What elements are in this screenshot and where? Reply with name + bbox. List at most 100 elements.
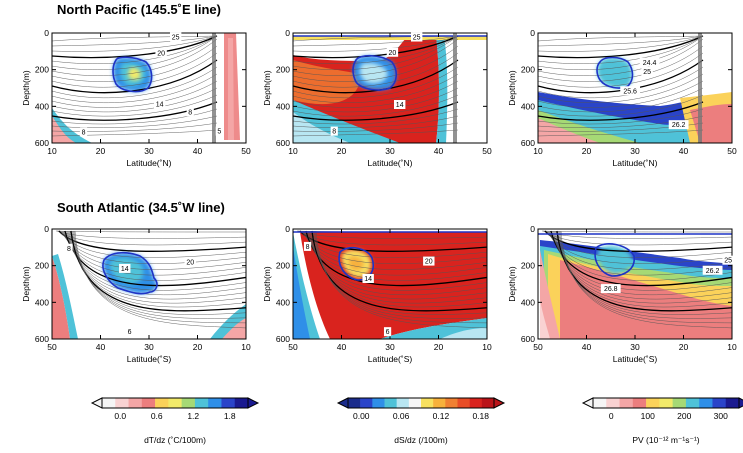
contour-line	[537, 35, 704, 59]
y-axis-label: Depth(m)	[507, 266, 517, 302]
y-axis-label: Depth(m)	[21, 266, 31, 302]
colorbar-label: dS/dz (/100m)	[394, 435, 448, 445]
contour-line	[559, 230, 733, 324]
y-tick-label: 0	[285, 28, 290, 38]
mode-water-outline	[596, 56, 634, 89]
section-title-south-atlantic: South Atlantic (34.5˚W line)	[57, 200, 225, 215]
contour-line	[545, 230, 733, 258]
y-tick-label: 600	[521, 138, 535, 148]
contour-line	[72, 230, 247, 319]
colorbar-swatch	[181, 398, 196, 408]
contour-line	[51, 35, 218, 52]
x-tick-label: 30	[144, 146, 154, 156]
colorbar-swatch	[699, 398, 713, 408]
contour-label-bg	[186, 107, 194, 117]
contour-line	[537, 35, 704, 70]
contour-label: 26.2	[672, 122, 686, 129]
contour-line	[292, 94, 459, 117]
contour-lines	[51, 35, 218, 137]
x-tick-label: 30	[385, 342, 395, 352]
contour-label: 8	[306, 244, 310, 251]
contour-label: 6	[128, 329, 132, 336]
contour-line	[308, 230, 488, 300]
colorbar-high-end	[247, 397, 260, 409]
colorbar-swatch	[725, 398, 740, 408]
contour-line	[537, 108, 704, 125]
contour-line	[537, 80, 704, 108]
contour-line	[70, 230, 247, 312]
colorbar-tick-label: 1.8	[224, 411, 236, 421]
contour-label-bg	[600, 284, 621, 294]
contour-line	[51, 80, 218, 108]
contour-label: 25	[724, 258, 732, 265]
contour-line	[51, 52, 218, 88]
contour-line	[51, 35, 218, 59]
x-axis-label: Latitude(˚S)	[613, 354, 658, 364]
x-tick-label: 20	[193, 342, 203, 352]
contour-line	[67, 230, 247, 300]
x-tick-label: 10	[482, 342, 492, 352]
contour-label: 24.4	[643, 60, 657, 67]
contour-label: 8	[82, 130, 86, 137]
colorbar-swatch	[408, 398, 422, 408]
contour-label: 20	[425, 259, 433, 266]
contour-line	[537, 87, 704, 113]
contour-line	[51, 87, 218, 113]
contour-label-bg	[65, 243, 73, 253]
y-tick-label: 0	[530, 28, 535, 38]
western-low-fill-blue	[293, 246, 310, 339]
contour-label-bg	[668, 120, 689, 130]
colorbar-tick-label: 300	[714, 411, 728, 421]
y-tick-label: 400	[276, 297, 290, 307]
contour-line	[537, 45, 704, 82]
y-tick-label: 200	[276, 261, 290, 271]
contour-label-bg	[330, 126, 338, 136]
colorbar-tick-label: 0.18	[472, 411, 489, 421]
colorbar-dsdz: 0.00 0.06 0.12 0.18 dS/dz (/100m)	[336, 397, 506, 445]
y-tick-label: 0	[530, 224, 535, 234]
x-tick-label: 20	[434, 342, 444, 352]
x-axis-label: Latitude(˚N)	[127, 158, 172, 168]
y-tick-label: 600	[276, 334, 290, 344]
y-tick-label: 400	[276, 101, 290, 111]
x-tick-label: 30	[630, 342, 640, 352]
contour-line	[537, 115, 704, 128]
contour-line	[292, 108, 459, 125]
y-axis-label: Depth(m)	[507, 70, 517, 106]
contour-line	[560, 230, 733, 329]
contour-line	[51, 94, 218, 117]
colorbar-swatch	[194, 398, 209, 408]
contour-lines	[55, 230, 247, 329]
colorbar-high-end	[493, 397, 506, 409]
colorbar-swatch	[141, 398, 156, 408]
colorbar-label: dT/dz (˚C/100m)	[144, 435, 206, 445]
y-tick-label: 400	[521, 297, 535, 307]
contour-line	[558, 230, 733, 319]
colorbar-swatch	[115, 398, 129, 408]
contour-label-bg	[722, 255, 734, 265]
section-title-north-pacific: North Pacific (145.5˚E line)	[57, 2, 221, 17]
contour-label: 14	[156, 102, 164, 109]
contour-line	[51, 35, 218, 64]
panel-np-dsdz	[292, 32, 488, 144]
x-tick-label: 10	[47, 146, 57, 156]
colorbar-layer: 0.0 0.6 1.2 1.8dT/dz (˚C/100m)0.00 0.06 0.12 0…	[90, 397, 743, 445]
contour-line	[537, 38, 704, 76]
contour-line	[51, 59, 218, 94]
topography-bar	[453, 33, 457, 143]
colorbar-tick-label: 0.06	[393, 411, 410, 421]
contour-line	[315, 230, 488, 329]
colorbar-tick-label: 1.2	[187, 411, 199, 421]
colorbar-tick-label: 0	[609, 411, 614, 421]
contour-line	[292, 80, 459, 108]
contour-line	[71, 230, 247, 315]
y-tick-label: 400	[35, 101, 49, 111]
contour-label-bg	[394, 100, 406, 109]
contour-label-bg	[79, 127, 88, 137]
colorbar-low-end	[336, 397, 349, 409]
contour-line	[553, 230, 733, 300]
pv-fill-red	[560, 260, 732, 339]
contour-line	[299, 230, 488, 253]
y-tick-label: 400	[35, 297, 49, 307]
